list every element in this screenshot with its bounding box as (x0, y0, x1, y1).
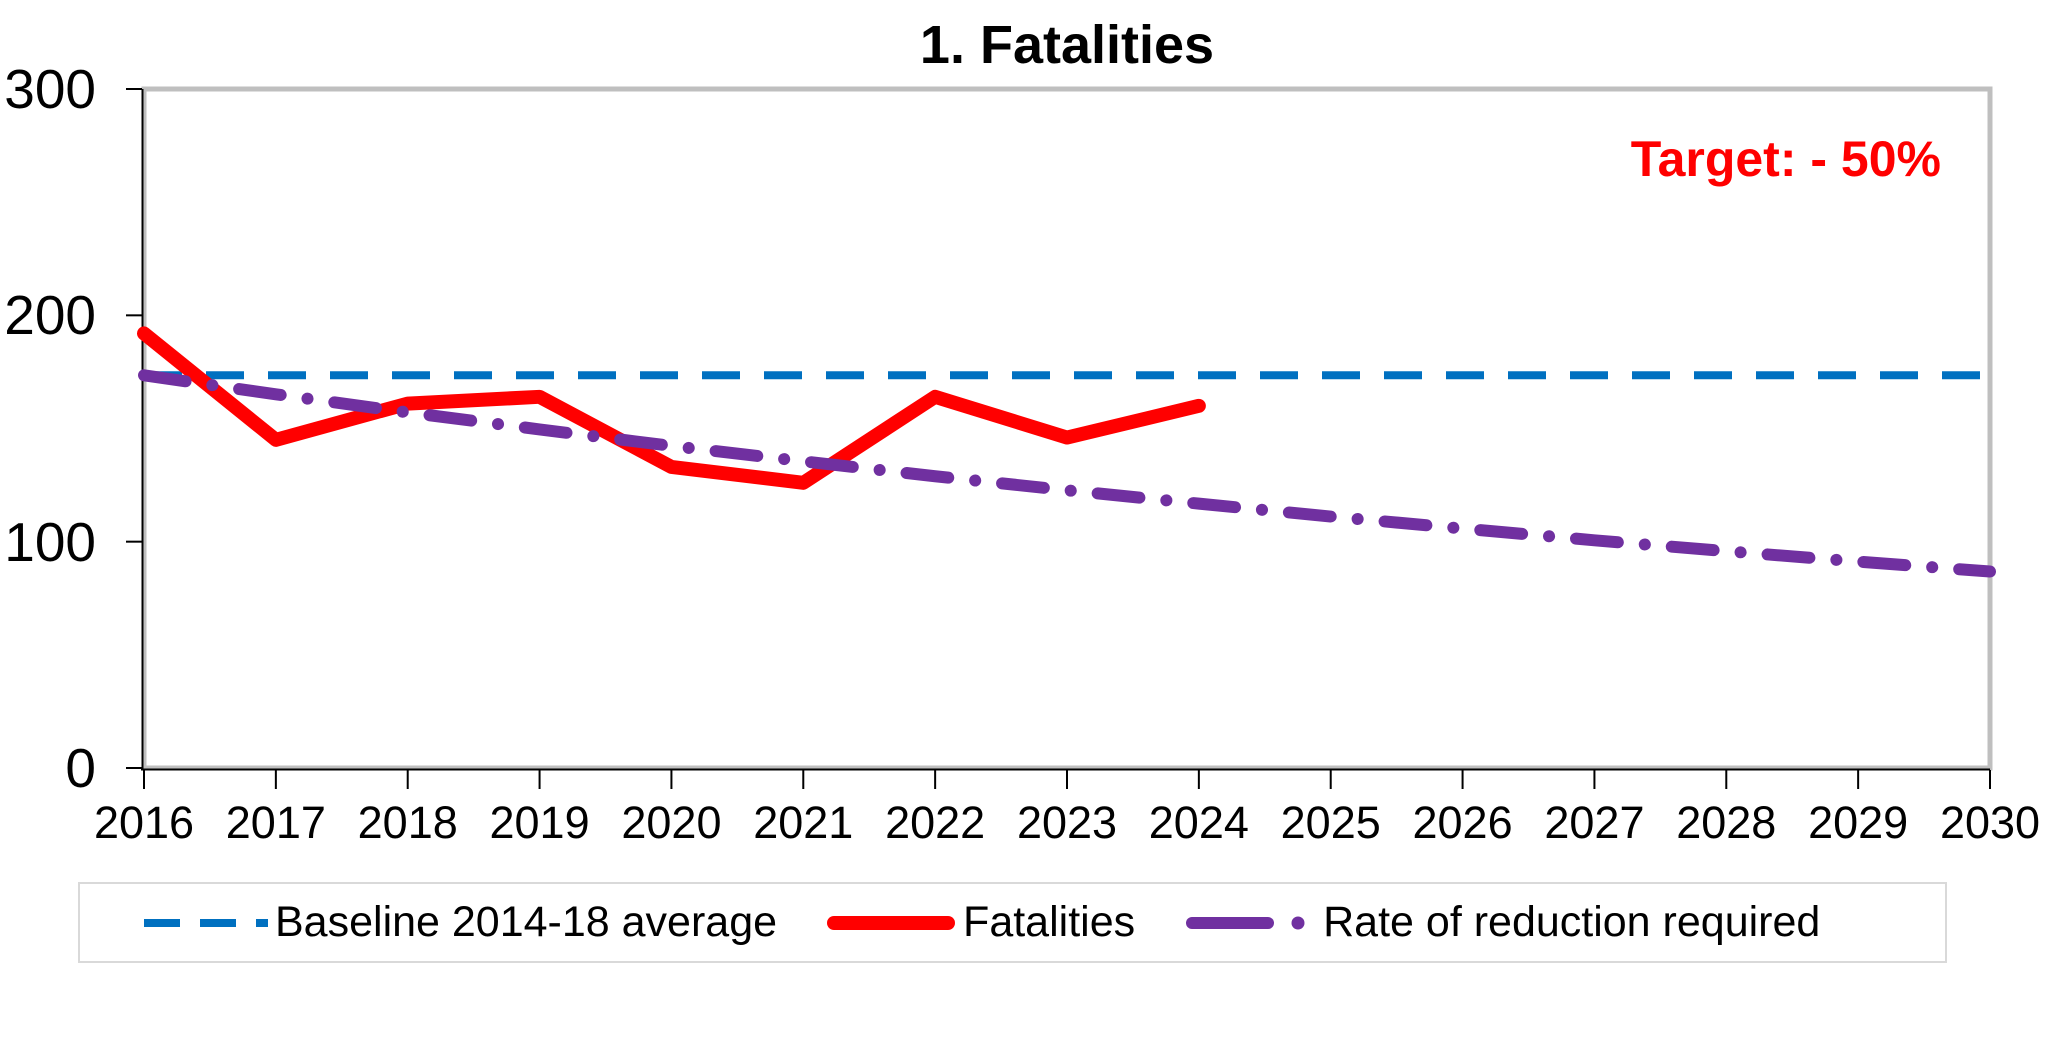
y-axis-label: 100 (4, 510, 96, 573)
x-axis-label: 2020 (621, 797, 722, 848)
y-axis-label: 300 (4, 58, 96, 120)
x-axis-label: 2024 (1148, 797, 1249, 848)
fatalities-line (137, 326, 1206, 490)
y-axis-label: 0 (65, 737, 96, 799)
legend-item-required: Rate of reduction required (1184, 898, 1820, 947)
required-line (138, 369, 1996, 578)
x-axis-label: 2023 (1016, 797, 1118, 848)
legend-item-fatalities: Fatalities (826, 898, 1135, 947)
y-axis-label: 200 (4, 284, 96, 347)
x-axis-label: 2028 (1676, 797, 1777, 848)
legend-label-required: Rate of reduction required (1323, 898, 1821, 946)
x-axis-label: 2017 (225, 797, 326, 848)
x-axis-label: 2030 (1939, 797, 2041, 848)
x-axis-label: 2025 (1280, 797, 1381, 848)
x-axis-label: 2016 (93, 797, 195, 848)
x-axis-label: 2018 (357, 797, 458, 848)
legend-item-baseline: Baseline 2014-18 average (144, 898, 777, 947)
x-axis-label: 2019 (489, 797, 590, 848)
x-axis-label: 2027 (1544, 797, 1645, 848)
x-axis-label: 2022 (885, 797, 986, 848)
baseline-dashed-line-icon (144, 918, 268, 927)
plot-frame (141, 86, 1993, 771)
legend-label-baseline: Baseline 2014-18 average (275, 898, 778, 946)
x-axis-label: 2021 (753, 797, 854, 848)
required-dashdot-line-icon (1186, 916, 1305, 929)
legend: Baseline 2014-18 average Fatalities Rate… (78, 882, 1947, 963)
legend-label-fatalities: Fatalities (963, 898, 1136, 946)
chart-title: 1. Fatalities (919, 15, 1215, 75)
x-axis-label: 2026 (1412, 797, 1513, 848)
fatalities-solid-line-icon (827, 915, 956, 930)
x-axis-label: 2029 (1808, 797, 1909, 848)
target-annotation: Target: - 50% (1630, 131, 1941, 187)
